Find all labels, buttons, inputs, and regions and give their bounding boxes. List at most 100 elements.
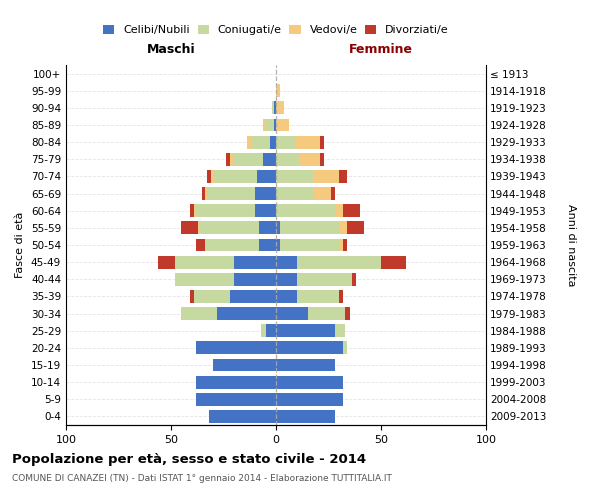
Bar [202,187,205,200]
Bar [381,256,406,268]
Bar [175,273,234,285]
Bar [265,118,274,132]
Bar [276,256,297,268]
Bar [339,222,347,234]
Bar [297,290,339,303]
Bar [280,222,339,234]
Bar [230,153,234,166]
Bar [331,187,335,200]
Bar [196,238,205,252]
Bar [190,290,194,303]
Bar [196,342,276,354]
Bar [230,290,276,303]
Bar [276,153,299,166]
Bar [295,136,320,148]
Bar [272,102,274,114]
Bar [276,222,280,234]
Bar [181,307,217,320]
Bar [209,410,276,423]
Bar [276,136,295,148]
Bar [190,204,194,217]
Bar [346,307,349,320]
Bar [217,307,276,320]
Bar [158,256,175,268]
Bar [343,238,347,252]
Bar [339,238,343,252]
Bar [276,358,335,372]
Bar [234,153,263,166]
Text: Popolazione per età, sesso e stato civile - 2014: Popolazione per età, sesso e stato civil… [12,452,366,466]
Bar [297,273,352,285]
Y-axis label: Fasce di età: Fasce di età [16,212,25,278]
Bar [320,136,325,148]
Bar [320,153,325,166]
Legend: Celibi/Nubili, Coniugati/e, Vedovi/e, Divorziati/e: Celibi/Nubili, Coniugati/e, Vedovi/e, Di… [99,20,453,40]
Bar [213,170,257,183]
Bar [175,256,234,268]
Bar [276,102,284,114]
Bar [247,136,251,148]
Bar [314,187,331,200]
Bar [299,153,320,166]
Bar [347,222,364,234]
Bar [196,204,255,217]
Bar [276,273,297,285]
Bar [265,324,276,337]
Bar [276,410,335,423]
Bar [196,376,276,388]
Bar [226,153,230,166]
Bar [205,238,259,252]
Bar [259,238,276,252]
Bar [276,290,297,303]
Bar [196,393,276,406]
Bar [194,290,230,303]
Text: Femmine: Femmine [349,42,413,56]
Bar [259,222,276,234]
Text: COMUNE DI CANAZEI (TN) - Dati ISTAT 1° gennaio 2014 - Elaborazione TUTTITALIA.IT: COMUNE DI CANAZEI (TN) - Dati ISTAT 1° g… [12,474,392,483]
Bar [343,342,347,354]
Bar [255,187,276,200]
Bar [308,307,346,320]
Bar [276,324,335,337]
Bar [206,170,211,183]
Bar [194,204,196,217]
Bar [297,256,381,268]
Bar [211,170,213,183]
Bar [352,273,356,285]
Bar [276,342,343,354]
Bar [263,118,265,132]
Bar [274,118,276,132]
Bar [213,358,276,372]
Bar [276,238,280,252]
Bar [276,393,343,406]
Bar [339,170,347,183]
Bar [206,187,255,200]
Bar [276,204,335,217]
Bar [276,307,308,320]
Bar [314,170,339,183]
Bar [200,222,259,234]
Bar [335,204,343,217]
Text: Maschi: Maschi [146,42,196,56]
Bar [276,84,280,97]
Bar [198,222,200,234]
Bar [255,204,276,217]
Bar [181,222,198,234]
Bar [339,290,343,303]
Bar [276,376,343,388]
Bar [276,187,314,200]
Bar [262,324,265,337]
Bar [343,204,360,217]
Bar [276,170,314,183]
Bar [234,256,276,268]
Bar [274,102,276,114]
Bar [257,170,276,183]
Bar [270,136,276,148]
Y-axis label: Anni di nascita: Anni di nascita [566,204,577,286]
Bar [263,153,276,166]
Bar [234,273,276,285]
Bar [251,136,270,148]
Bar [280,238,339,252]
Bar [335,324,346,337]
Bar [276,118,289,132]
